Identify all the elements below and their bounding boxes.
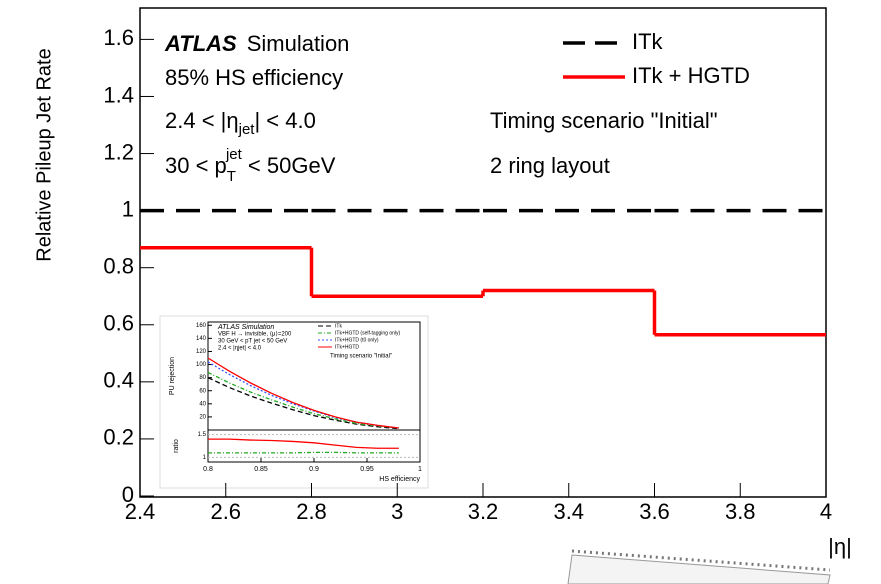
annotation: Timing scenario "Initial" [490,108,718,133]
inset-legend-label: ITk [335,323,342,329]
x-tick-label: 3 [391,499,403,524]
simulation-label: Simulation [247,31,350,56]
annotation: 2 ring layout [490,153,610,178]
inset-y-label: PU rejection [169,357,176,395]
x-tick-label: 2.8 [296,499,327,524]
annotation: 30 < pTjet < 50GeV [165,146,336,185]
inset-y-tick-label: 60 [199,388,206,394]
y-tick-label: 0.4 [103,368,134,393]
notebook-icon [567,549,831,584]
inset-ratio-tick-label: 1.5 [198,432,207,438]
y-tick-label: 0.2 [103,425,134,450]
inset-x-tick-label: 0.85 [254,466,268,473]
inset-x-label: HS efficiency [379,476,420,483]
inset-x-tick-label: 0.9 [309,466,319,473]
x-tick-label: 2.4 [125,499,156,524]
y-tick-label: 1.6 [103,25,134,50]
inset-x-tick-label: 0.95 [360,466,374,473]
y-tick-label: 1 [122,196,134,221]
annotation: ATLAS Simulation [164,31,349,56]
inset-y-tick-label: 20 [199,414,206,420]
inset-legend-label: ITk+HGTD (self-tagging only) [335,330,400,336]
subscript: T [227,168,236,185]
inset-annotation: 2.4 < |ηjet| < 4.0 [218,346,262,352]
inset-y-tick-label: 140 [196,336,207,342]
x-tick-label: 4 [820,499,832,524]
superscript: jet [225,146,243,163]
annotation: 85% HS efficiency [165,65,343,90]
inset-x-tick-label: 0.8 [203,466,213,473]
inset-annotation: Timing scenario "Initial" [330,354,392,360]
inset-ratio-line [208,438,399,449]
inset-line [207,357,399,429]
x-tick-label: 3.2 [468,499,499,524]
y-tick-label: 1.2 [103,139,134,164]
x-axis-label: |η| [828,534,852,559]
y-tick-label: 0.6 [103,311,134,336]
inset-y-tick-label: 80 [199,375,206,381]
inset-y-tick-label: 160 [196,323,207,329]
inset-line [207,361,399,429]
inset-ratio-tick-label: 1 [203,455,207,461]
inset-annotation: ATLAS Simulation [217,324,274,331]
y-tick-label: 1.4 [103,82,134,107]
x-tick-label: 3.4 [553,499,584,524]
text-part: 30 < p [165,153,227,178]
annotations: ATLAS Simulation 85% HS efficiency 2.4 < … [164,31,718,185]
inset-annotation: 30 GeV < pT jet < 50 GeV [218,339,287,345]
inset-legend-label: ITk+HGTD [335,344,359,350]
y-tick-label: 0.8 [103,254,134,279]
x-tick-label: 2.6 [210,499,241,524]
atlas-label: ATLAS [164,31,237,56]
subscript: jet [238,121,256,138]
annotation: 2.4 < |ηjet| < 4.0 [165,108,316,138]
inset-annotation: VBF H → invisible, ⟨μ⟩=200 [218,331,292,338]
inset-background [159,315,429,489]
y-axis-label: Relative Pileup Jet Rate [33,48,55,261]
x-tick-label: 3.6 [639,499,670,524]
inset-legend-label: ITk+HGTD (t0 only) [335,337,379,343]
text-part: 2.4 < |η [165,108,239,133]
text-part: | < 4.0 [254,108,315,133]
inset-y-tick-label: 100 [196,362,207,368]
legend-label: ITk + HGTD [632,63,750,88]
inset-line [207,371,399,429]
inset-line [207,377,399,430]
inset-chart: PU rejection ratio HS efficiency 0.8 0.85 0.9… [159,315,429,489]
y-tick-label: 0 [122,482,134,507]
legend-label: ITk [632,29,664,54]
inset-y-tick-label: 40 [199,401,206,407]
x-tick-label: 3.8 [725,499,756,524]
inset-x-tick-label: 1 [418,466,422,473]
text-part: < 50GeV [242,153,336,178]
inset-ratio-label: ratio [173,439,180,453]
inset-y-tick-label: 120 [196,349,207,355]
